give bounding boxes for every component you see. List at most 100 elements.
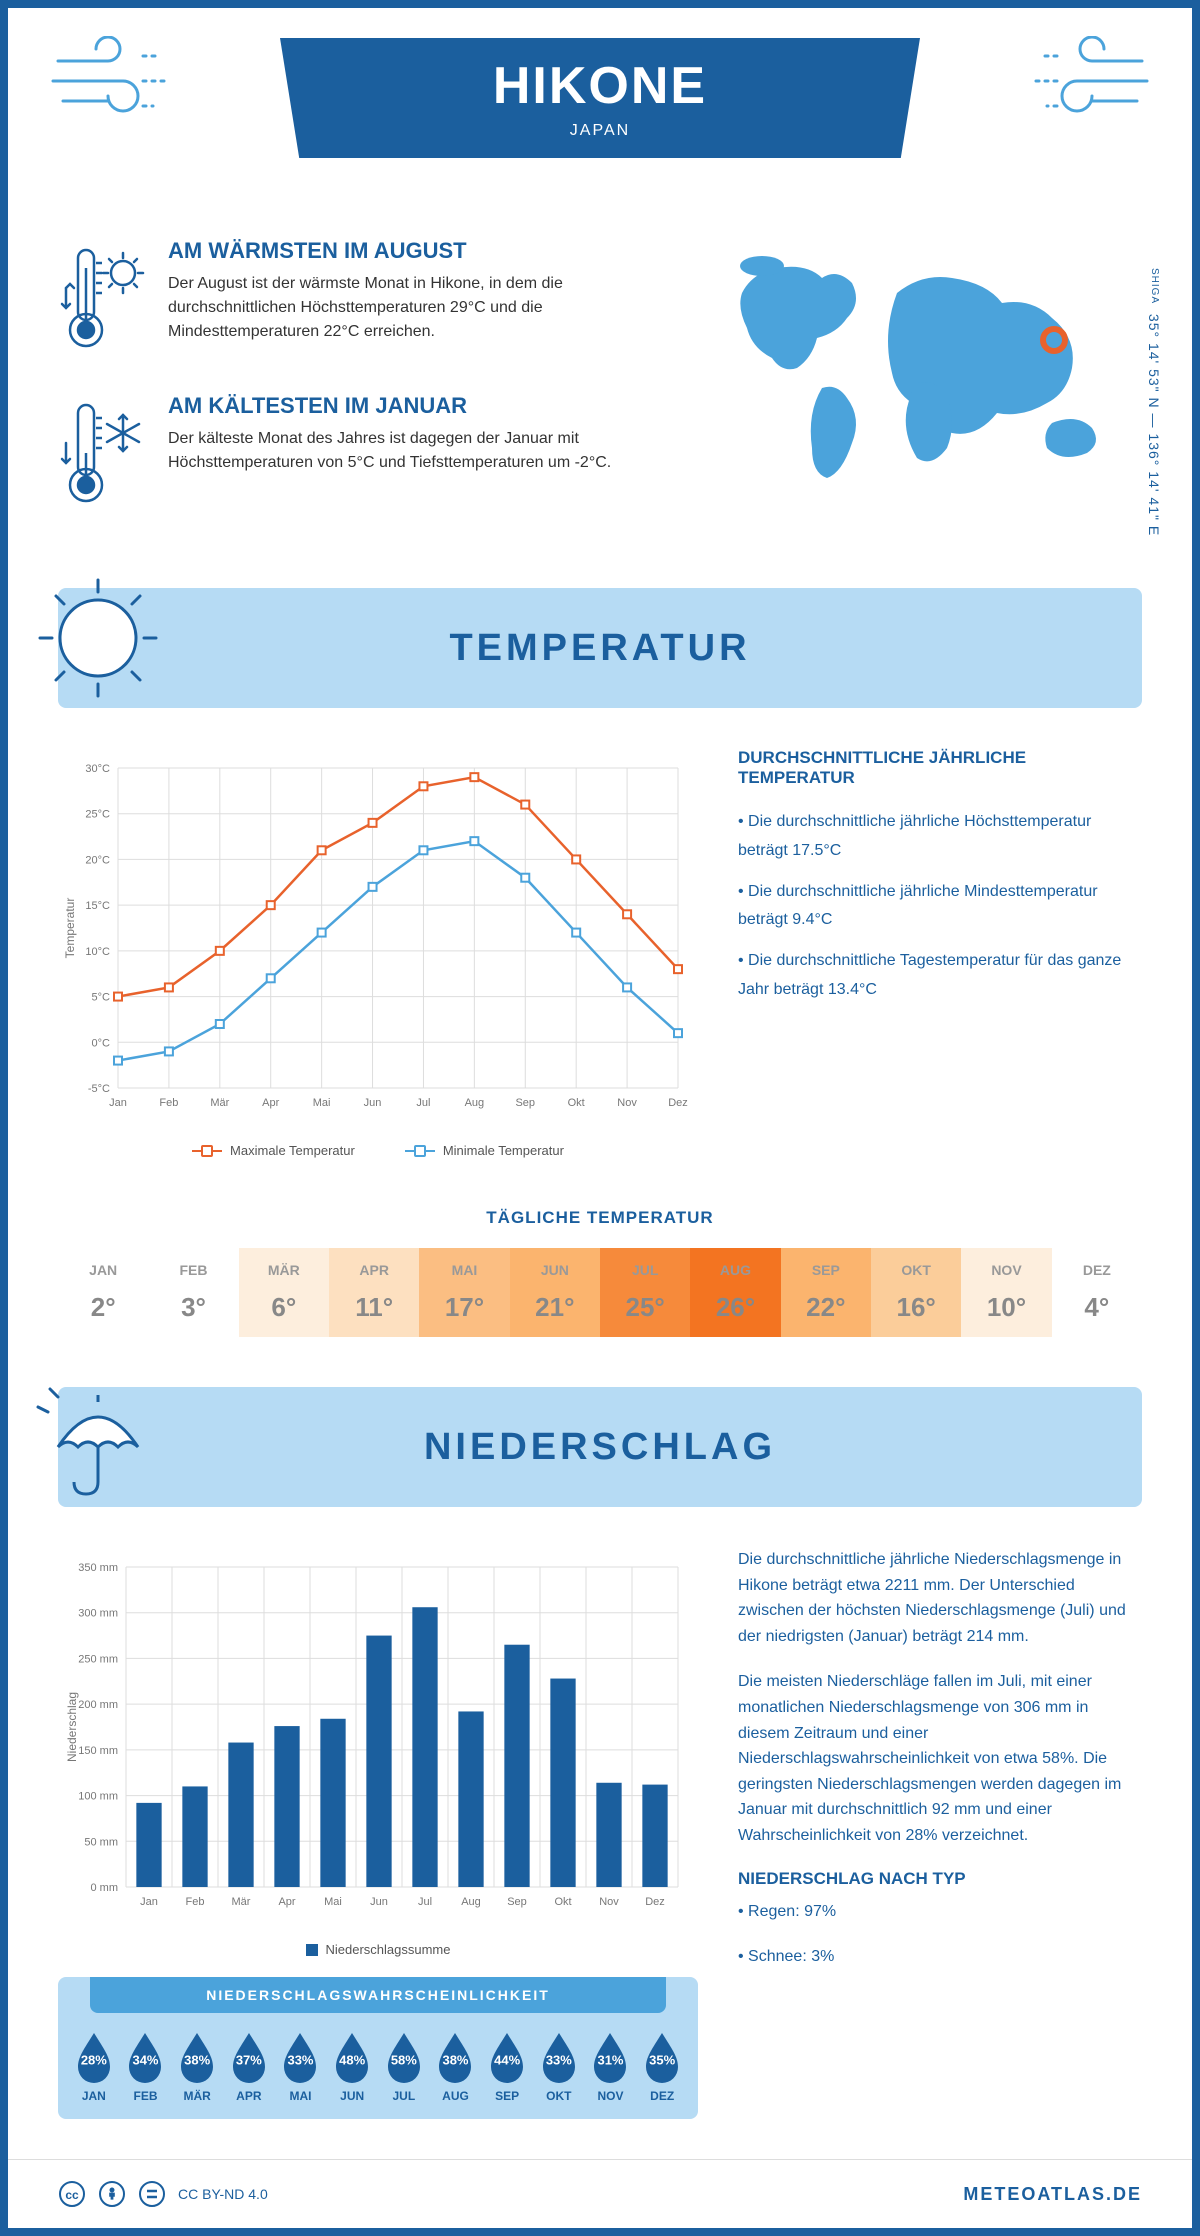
probability-cell: 34% FEB	[122, 2029, 170, 2103]
probability-title: NIEDERSCHLAGSWAHRSCHEINLICHKEIT	[90, 1977, 666, 2013]
probability-cell: 28% JAN	[70, 2029, 118, 2103]
probability-cell: 58% JUL	[380, 2029, 428, 2103]
svg-text:Dez: Dez	[668, 1097, 688, 1109]
daily-temp-title: TÄGLICHE TEMPERATUR	[8, 1208, 1192, 1228]
city-name: HIKONE	[493, 56, 707, 116]
temperature-line-chart: -5°C0°C5°C10°C15°C20°C25°C30°CJanFebMärA…	[58, 748, 698, 1128]
daily-temp-cell: JUL25°	[600, 1248, 690, 1337]
svg-text:Jul: Jul	[418, 1896, 432, 1908]
svg-text:Jun: Jun	[370, 1896, 388, 1908]
annual-temp-line: • Die durchschnittliche jährliche Höchst…	[738, 808, 1142, 866]
probability-cell: 38% AUG	[432, 2029, 480, 2103]
wind-icon	[48, 36, 178, 131]
daily-temp-grid: JAN2°FEB3°MÄR6°APR11°MAI17°JUN21°JUL25°A…	[58, 1248, 1142, 1337]
svg-text:Feb: Feb	[159, 1097, 178, 1109]
svg-text:300 mm: 300 mm	[78, 1608, 118, 1620]
svg-text:5°C: 5°C	[92, 992, 111, 1004]
warmest-block: AM WÄRMSTEN IM AUGUST Der August ist der…	[58, 238, 672, 363]
drop-icon: 38%	[433, 2029, 477, 2083]
probability-cell: 37% APR	[225, 2029, 273, 2103]
infographic-container: HIKONE JAPAN AM WÄRMSTEN IM AUGUST Der A…	[0, 0, 1200, 2236]
svg-text:Okt: Okt	[568, 1097, 585, 1109]
daily-temp-cell: JUN21°	[510, 1248, 600, 1337]
svg-text:Aug: Aug	[461, 1896, 481, 1908]
umbrella-icon	[28, 1367, 168, 1512]
daily-temp-cell: NOV10°	[961, 1248, 1051, 1337]
svg-text:-5°C: -5°C	[88, 1083, 110, 1095]
sun-icon	[28, 568, 168, 713]
svg-text:Mai: Mai	[313, 1097, 331, 1109]
drop-icon: 34%	[123, 2029, 167, 2083]
daily-temp-cell: DEZ4°	[1052, 1248, 1142, 1337]
temperature-body: -5°C0°C5°C10°C15°C20°C25°C30°CJanFebMärA…	[8, 708, 1192, 1198]
thermometer-sun-icon	[58, 238, 148, 363]
svg-text:350 mm: 350 mm	[78, 1562, 118, 1574]
precip-type-line: • Schnee: 3%	[738, 1944, 1142, 1970]
header: HIKONE JAPAN	[8, 8, 1192, 228]
license-text: CC BY-ND 4.0	[178, 2186, 268, 2202]
probability-cell: 48% JUN	[328, 2029, 376, 2103]
precip-section-header: NIEDERSCHLAG	[58, 1387, 1142, 1507]
drop-icon: 48%	[330, 2029, 374, 2083]
precip-body: 0 mm50 mm100 mm150 mm200 mm250 mm300 mm3…	[8, 1507, 1192, 2139]
nd-icon	[138, 2180, 166, 2208]
temperature-section-header: TEMPERATUR	[58, 588, 1142, 708]
thermometer-snow-icon	[58, 393, 148, 518]
info-row: AM WÄRMSTEN IM AUGUST Der August ist der…	[8, 228, 1192, 588]
svg-text:150 mm: 150 mm	[78, 1745, 118, 1757]
svg-text:Sep: Sep	[507, 1896, 527, 1908]
svg-text:Temperatur: Temperatur	[63, 898, 77, 959]
drop-icon: 35%	[640, 2029, 684, 2083]
probability-cell: 31% NOV	[587, 2029, 635, 2103]
precip-bar-chart: 0 mm50 mm100 mm150 mm200 mm250 mm300 mm3…	[58, 1547, 698, 1927]
svg-text:Feb: Feb	[186, 1896, 205, 1908]
svg-text:15°C: 15°C	[85, 900, 110, 912]
drop-icon: 38%	[175, 2029, 219, 2083]
annual-temp-line: • Die durchschnittliche jährliche Mindes…	[738, 878, 1142, 936]
warmest-text: Der August ist der wärmste Monat in Hiko…	[168, 272, 672, 344]
precip-paragraph: Die meisten Niederschläge fallen im Juli…	[738, 1669, 1142, 1848]
daily-temp-cell: APR11°	[329, 1248, 419, 1337]
svg-text:Apr: Apr	[262, 1097, 279, 1109]
drop-icon: 58%	[382, 2029, 426, 2083]
coldest-text: Der kälteste Monat des Jahres ist dagege…	[168, 427, 672, 475]
svg-text:25°C: 25°C	[85, 809, 110, 821]
svg-text:Nov: Nov	[599, 1896, 619, 1908]
svg-text:250 mm: 250 mm	[78, 1653, 118, 1665]
by-icon	[98, 2180, 126, 2208]
world-map-block: SHIGA 35° 14' 53" N — 136° 14' 41" E	[702, 238, 1142, 548]
svg-text:10°C: 10°C	[85, 946, 110, 958]
footer: cc CC BY-ND 4.0 METEOATLAS.DE	[8, 2159, 1192, 2228]
svg-text:20°C: 20°C	[85, 854, 110, 866]
daily-temp-cell: OKT16°	[871, 1248, 961, 1337]
precip-paragraph: Die durchschnittliche jährliche Niedersc…	[738, 1547, 1142, 1649]
probability-box: NIEDERSCHLAGSWAHRSCHEINLICHKEIT 28% JAN …	[58, 1977, 698, 2119]
cc-icon: cc	[58, 2180, 86, 2208]
annual-temp-line: • Die durchschnittliche Tagestemperatur …	[738, 947, 1142, 1005]
daily-temp-cell: SEP22°	[781, 1248, 871, 1337]
coordinates: SHIGA 35° 14' 53" N — 136° 14' 41" E	[1146, 268, 1162, 536]
svg-text:Dez: Dez	[645, 1896, 665, 1908]
svg-text:Aug: Aug	[465, 1097, 485, 1109]
svg-text:Niederschlag: Niederschlag	[65, 1692, 79, 1762]
svg-text:Sep: Sep	[515, 1097, 535, 1109]
svg-text:Apr: Apr	[278, 1896, 295, 1908]
temp-legend: .legend-swatch-line[style*='e8622c']::af…	[58, 1143, 698, 1158]
daily-temp-cell: AUG26°	[690, 1248, 780, 1337]
probability-cell: 44% SEP	[483, 2029, 531, 2103]
header-banner: HIKONE JAPAN	[280, 38, 920, 158]
license-block: cc CC BY-ND 4.0	[58, 2180, 268, 2208]
probability-cell: 35% DEZ	[638, 2029, 686, 2103]
coldest-block: AM KÄLTESTEN IM JANUAR Der kälteste Mona…	[58, 393, 672, 518]
probability-cell: 33% OKT	[535, 2029, 583, 2103]
svg-text:Mär: Mär	[210, 1097, 229, 1109]
probability-cell: 38% MÄR	[173, 2029, 221, 2103]
svg-text:cc: cc	[65, 2188, 79, 2202]
svg-text:200 mm: 200 mm	[78, 1699, 118, 1711]
precip-type-title: NIEDERSCHLAG NACH TYP	[738, 1869, 1142, 1889]
wind-icon	[1022, 36, 1152, 131]
svg-text:Mai: Mai	[324, 1896, 342, 1908]
svg-text:0°C: 0°C	[92, 1037, 111, 1049]
daily-temp-cell: MAI17°	[419, 1248, 509, 1337]
coldest-title: AM KÄLTESTEN IM JANUAR	[168, 393, 672, 419]
